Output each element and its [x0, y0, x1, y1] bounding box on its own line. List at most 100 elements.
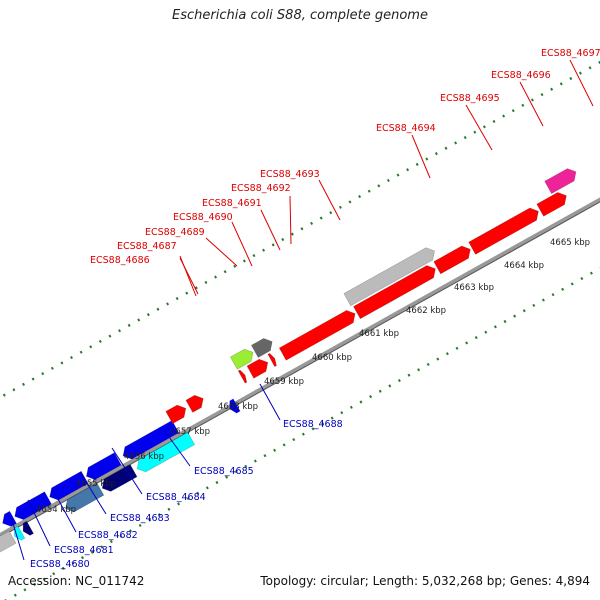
forward-gene-label: ECS88_4686 [90, 255, 150, 266]
outer-tick [146, 313, 150, 317]
inner-tick [119, 534, 123, 538]
outer-tick [386, 178, 390, 183]
gene-arrow [65, 482, 105, 513]
forward-gene-label: ECS88_4687 [117, 241, 177, 252]
inner-tick [388, 384, 392, 388]
inner-tick [369, 395, 373, 399]
inner-tick [349, 405, 353, 409]
outer-tick [511, 109, 515, 113]
forward-leader-line [205, 237, 238, 267]
outer-tick [559, 82, 563, 86]
outer-tick [242, 259, 246, 263]
forward-gene-label: ECS88_4692 [231, 183, 291, 194]
outer-tick [482, 125, 486, 129]
gene-arrow [229, 398, 241, 414]
forward-gene-label: ECS88_4696 [491, 70, 551, 81]
inner-tick [225, 475, 229, 479]
inner-tick [301, 432, 305, 436]
inner-tick [503, 319, 507, 324]
outer-tick [473, 130, 477, 134]
gene-arrow [86, 452, 122, 480]
outer-tick [290, 232, 294, 236]
scale-label: 4654 kbp [36, 505, 76, 515]
gene-arrow [0, 530, 17, 553]
outer-tick [281, 237, 285, 242]
scale-labels: 4654 kbp 4655 kbp 4656 kbp 4657 kbp 4658 kbp… [36, 238, 590, 515]
inner-tick [513, 314, 517, 318]
scale-label: 4663 kbp [454, 283, 494, 293]
outer-tick [214, 275, 218, 279]
reverse-gene-label: ECS88_4680 [30, 559, 90, 570]
inner-tick [474, 336, 478, 340]
reverse-leader-line [11, 519, 25, 561]
outer-tick [50, 366, 54, 370]
outer-tick [156, 307, 160, 311]
outer-tick [166, 302, 170, 306]
scale-label: 4661 kbp [359, 329, 399, 339]
gene-arrow [49, 470, 89, 501]
inner-tick [407, 373, 411, 377]
inner-tick [311, 427, 315, 431]
gene-arrow [250, 338, 273, 358]
gene-arrow [267, 353, 277, 368]
gene-arrow [22, 520, 34, 536]
gene-arrow [2, 510, 17, 527]
outer-tick [377, 184, 381, 188]
inner-tick [157, 513, 161, 517]
topology-summary: Topology: circular; Length: 5,032,268 bp… [260, 574, 590, 588]
reverse-gene-labels: ECS88_4680 ECS88_4681 ECS88_4682 ECS88_4683… [11, 383, 343, 570]
outer-tick [550, 87, 554, 91]
inner-tick [148, 518, 152, 522]
outer-tick [204, 280, 208, 285]
scale-label: 4662 kbp [406, 306, 446, 316]
inner-tick [234, 470, 238, 474]
outer-tick [338, 205, 342, 209]
outer-tick [396, 173, 400, 177]
outer-tick [108, 334, 112, 338]
reverse-gene-label: ECS88_4683 [110, 513, 170, 524]
reverse-gene-label: ECS88_4684 [146, 492, 206, 503]
outer-tick [454, 141, 458, 145]
inner-tick [138, 523, 142, 527]
gene-arrow [237, 369, 248, 384]
scale-label: 4665 kbp [550, 238, 590, 248]
inner-tick [244, 464, 248, 468]
inner-tick [100, 545, 104, 549]
inner-tick [186, 497, 190, 501]
forward-leader-line [289, 195, 292, 245]
reverse-gene-label: ECS88_4688 [283, 419, 343, 430]
inner-tick [61, 566, 65, 570]
outer-tick [89, 345, 93, 349]
inner-tick [340, 411, 344, 415]
forward-gene-labels: ECS88_4686 ECS88_4687 ECS88_4689 ECS88_4690… [90, 48, 600, 297]
outer-tick [578, 71, 582, 75]
inner-tick [455, 346, 459, 350]
forward-leader-line [318, 179, 341, 221]
outer-tick [434, 152, 438, 156]
outer-tick [569, 76, 573, 81]
inner-tick [282, 443, 286, 447]
inner-tick [90, 550, 94, 554]
inner-tick [378, 389, 382, 393]
reverse-gene-label: ECS88_4682 [78, 530, 138, 541]
gene-arrow [101, 464, 138, 492]
outer-tick [60, 361, 64, 365]
forward-leader-line [231, 221, 253, 267]
gene-arrow [229, 348, 254, 370]
forward-gene-label: ECS88_4689 [145, 227, 205, 238]
gene-arrow [246, 358, 269, 379]
inner-tick [522, 309, 526, 313]
inner-tick [589, 271, 593, 275]
inner-tick [330, 416, 334, 420]
gene-arrow [353, 265, 436, 320]
inner-tick [205, 486, 209, 490]
gene-arrow [343, 247, 435, 307]
gene-arrow [14, 491, 52, 520]
scale-label: 4664 kbp [504, 261, 544, 271]
gene-arrow [536, 192, 567, 217]
inner-tick [465, 341, 469, 345]
outer-tick [425, 157, 429, 161]
outer-tick [22, 382, 25, 386]
reverse-leader-line [51, 487, 77, 533]
